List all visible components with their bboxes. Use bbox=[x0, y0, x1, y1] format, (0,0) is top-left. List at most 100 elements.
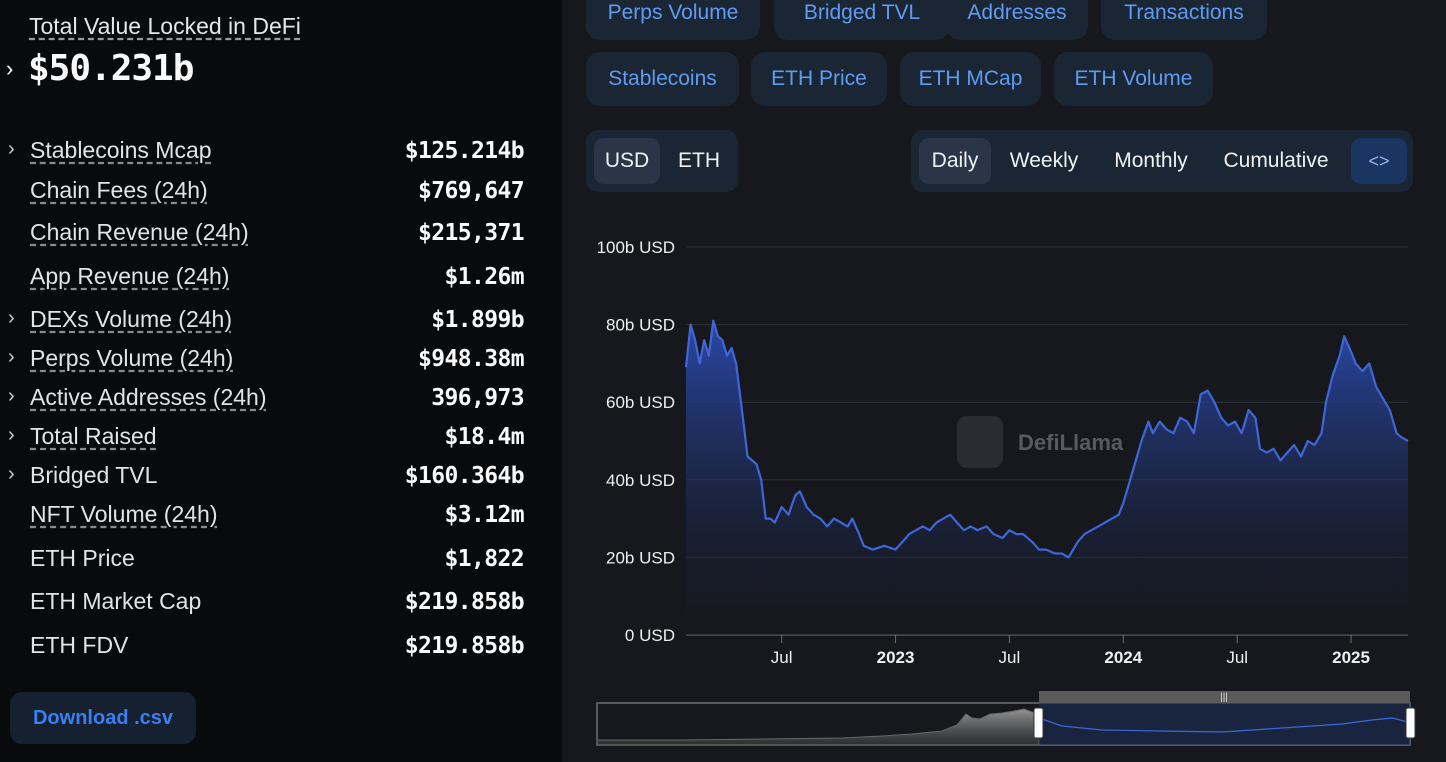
download-csv-button[interactable]: Download .csv bbox=[10, 692, 196, 744]
period-monthly[interactable]: Monthly bbox=[1114, 149, 1188, 172]
metric-row[interactable]: › Bridged TVL $160.364b bbox=[0, 461, 540, 491]
toggle-eth-mcap[interactable]: ETH MCap bbox=[900, 52, 1041, 106]
metric-row: ETH Price $1,822 bbox=[0, 544, 540, 574]
metric-row[interactable]: › Total Raised $18.4m bbox=[0, 422, 540, 452]
metric-label: ETH Price bbox=[30, 545, 135, 571]
metric-label: DEXs Volume (24h) bbox=[30, 306, 232, 332]
series-area bbox=[686, 320, 1408, 635]
navigator-scroll-bar bbox=[1039, 691, 1410, 703]
metric-label: Perps Volume (24h) bbox=[30, 345, 234, 371]
series-line bbox=[684, 319, 1409, 559]
metric-value: 396,973 bbox=[431, 385, 524, 411]
toggle-stablecoins[interactable]: Stablecoins bbox=[586, 52, 739, 106]
toggle-eth-volume[interactable]: ETH Volume bbox=[1054, 52, 1213, 106]
y-tick-label: 60b USD bbox=[606, 393, 675, 412]
period-cumulative[interactable]: Cumulative bbox=[1223, 149, 1329, 172]
toggle-bridged-tvl[interactable]: Bridged TVL bbox=[774, 0, 950, 40]
metric-row[interactable]: › Active Addresses (24h) 396,973 bbox=[0, 383, 540, 413]
metric-label: Bridged TVL bbox=[30, 462, 158, 488]
toggle-perps-volume[interactable]: Perps Volume bbox=[586, 0, 760, 40]
period-weekly[interactable]: Weekly bbox=[1009, 149, 1079, 172]
navigator-right-handle bbox=[1405, 707, 1416, 739]
toggle-label: Bridged TVL bbox=[803, 1, 921, 24]
chevron-right-icon[interactable]: › bbox=[8, 346, 15, 368]
metric-label: App Revenue (24h) bbox=[30, 263, 230, 289]
tvl-label: Total Value Locked in DeFi bbox=[29, 13, 301, 39]
metric-value: $1.26m bbox=[444, 264, 525, 290]
chevron-right-icon[interactable]: › bbox=[8, 424, 15, 446]
x-tick-label: 2025 bbox=[1332, 648, 1370, 667]
metric-label: Chain Revenue (24h) bbox=[30, 219, 249, 245]
toggle-label: ETH Price bbox=[771, 67, 867, 90]
y-tick-label: 20b USD bbox=[606, 548, 675, 567]
metric-row: ETH FDV $219.858b bbox=[0, 631, 540, 661]
toggle-transactions[interactable]: Transactions bbox=[1101, 0, 1267, 40]
chevron-right-icon[interactable]: › bbox=[8, 385, 15, 407]
metric-value: $3.12m bbox=[444, 502, 525, 528]
x-tick-label: Jul bbox=[999, 648, 1021, 667]
y-tick-label: 40b USD bbox=[606, 471, 675, 490]
toggle-eth-price[interactable]: ETH Price bbox=[751, 52, 887, 106]
denomination-eth[interactable]: ETH bbox=[678, 149, 720, 172]
period-daily[interactable]: Daily bbox=[919, 138, 991, 184]
metric-label: Total Raised bbox=[30, 423, 157, 449]
metric-row: Chain Fees (24h) $769,647 bbox=[0, 176, 540, 206]
denomination-toggle: USD ETH bbox=[586, 130, 738, 192]
navigator-left-handle bbox=[1033, 707, 1044, 739]
metric-value: $1.899b bbox=[431, 307, 524, 333]
watermark-text: DefiLlama bbox=[1018, 430, 1124, 455]
navigator-selection-line bbox=[1038, 717, 1409, 733]
metric-value: $219.858b bbox=[404, 589, 525, 615]
toggle-label: Transactions bbox=[1124, 1, 1244, 24]
tvl-chart: 0 USD 20b USD 40b USD 60b USD 80b USD 100b US… bbox=[596, 238, 1416, 746]
watermark: DefiLlama bbox=[957, 416, 1124, 468]
navigator-history-shape bbox=[596, 708, 1040, 746]
metric-value: $125.214b bbox=[404, 138, 525, 164]
y-axis: 0 USD 20b USD 40b USD 60b USD 80b USD 100b US… bbox=[597, 238, 675, 645]
metric-row: ETH Market Cap $219.858b bbox=[0, 587, 540, 617]
navigator-selection bbox=[1039, 703, 1410, 745]
drag-grip-icon: ||| bbox=[1220, 692, 1228, 703]
x-tick-label: 2023 bbox=[877, 648, 915, 667]
metric-value: $160.364b bbox=[404, 463, 525, 489]
metric-row[interactable]: › Stablecoins Mcap $125.214b bbox=[0, 136, 540, 166]
metric-row: NFT Volume (24h) $3.12m bbox=[0, 500, 540, 530]
metric-value: $948.38m bbox=[418, 346, 525, 372]
metric-row: Chain Revenue (24h) $215,371 bbox=[0, 218, 540, 248]
chevron-right-icon[interactable]: › bbox=[8, 307, 15, 329]
x-tick-label: 2024 bbox=[1104, 648, 1142, 667]
x-tick-label: Jul bbox=[771, 648, 793, 667]
metric-label: Stablecoins Mcap bbox=[30, 137, 212, 163]
y-tick-label: 100b USD bbox=[597, 238, 675, 257]
chart-panel: Perps Volume Bridged TVL Addresses Trans… bbox=[562, 0, 1446, 762]
toggle-label: Perps Volume bbox=[607, 1, 739, 24]
metric-label: NFT Volume (24h) bbox=[30, 501, 218, 527]
metric-value: $1,822 bbox=[444, 546, 525, 572]
metric-label: Chain Fees (24h) bbox=[30, 177, 208, 203]
x-tick-label: Jul bbox=[1226, 648, 1248, 667]
chevron-right-icon[interactable]: › bbox=[8, 138, 15, 160]
metric-value: $18.4m bbox=[444, 424, 525, 450]
range-navigator[interactable]: ||| bbox=[596, 691, 1416, 746]
metric-row: App Revenue (24h) $1.26m bbox=[0, 262, 540, 292]
toggle-label: ETH MCap bbox=[918, 67, 1023, 90]
chevron-right-icon[interactable]: › bbox=[8, 463, 15, 485]
stats-panel: › Total Value Locked in DeFi $50.231b › S… bbox=[0, 0, 562, 762]
metric-value: $769,647 bbox=[418, 178, 525, 204]
toggle-label: Addresses bbox=[967, 1, 1067, 24]
defillama-logo-icon bbox=[957, 416, 1003, 468]
metric-label: Active Addresses (24h) bbox=[30, 384, 267, 410]
metric-label: ETH FDV bbox=[30, 632, 129, 658]
y-tick-label: 80b USD bbox=[606, 316, 675, 335]
metric-value: $219.858b bbox=[404, 633, 525, 659]
metric-row[interactable]: › Perps Volume (24h) $948.38m bbox=[0, 344, 540, 374]
period-toggle: Daily Weekly Monthly Cumulative <> bbox=[911, 130, 1413, 192]
metric-row[interactable]: › DEXs Volume (24h) $1.899b bbox=[0, 305, 540, 335]
denomination-usd[interactable]: USD bbox=[594, 138, 660, 184]
x-axis: Jul 2023 Jul 2024 Jul 2025 bbox=[771, 635, 1370, 667]
code-brackets-icon[interactable]: <> bbox=[1351, 138, 1407, 184]
metric-label: ETH Market Cap bbox=[30, 588, 202, 614]
toggle-label: ETH Volume bbox=[1074, 67, 1193, 90]
toggle-addresses[interactable]: Addresses bbox=[946, 0, 1088, 40]
tvl-expand-chevron-icon[interactable]: › bbox=[6, 56, 14, 81]
